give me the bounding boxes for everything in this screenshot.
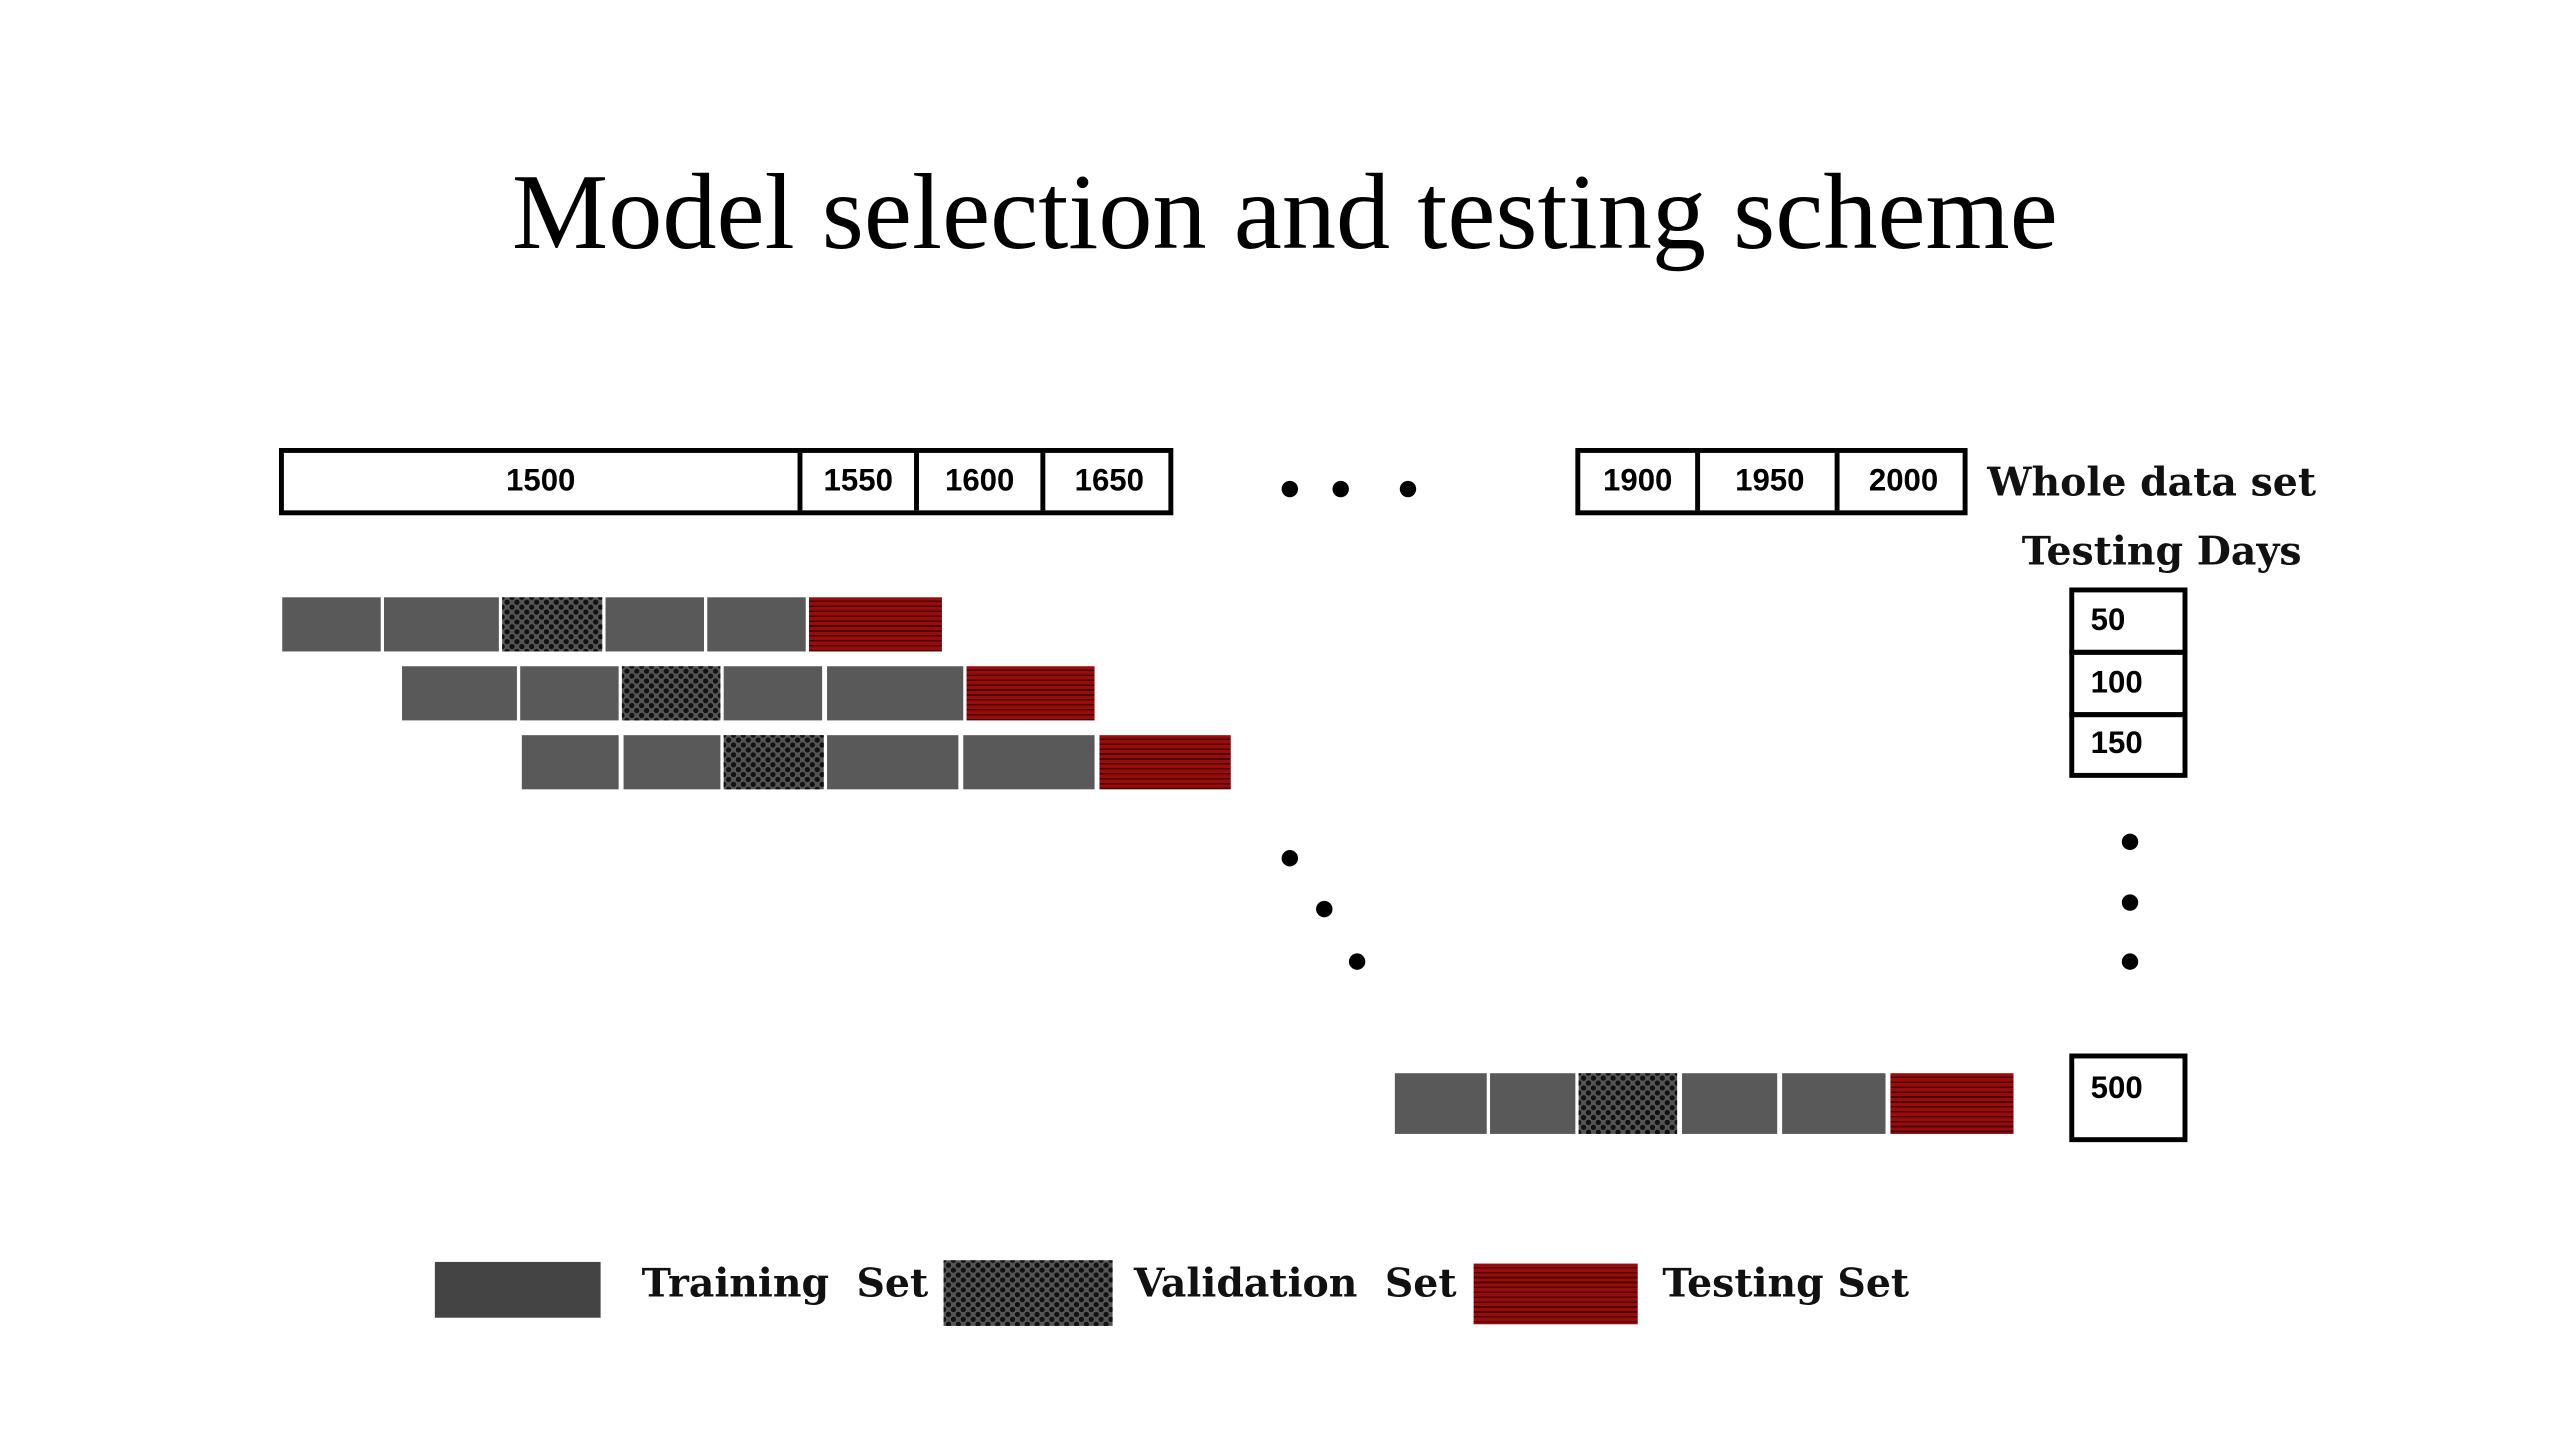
ellipsis-dot [1332,480,1349,498]
training-segment [1490,1073,1576,1134]
cell-1950: 1950 [1695,452,1839,511]
cell-1650: 1650 [1040,452,1173,511]
legend-validation-label: Validation Set [1133,1258,1457,1307]
training-segment [1782,1073,1886,1134]
ellipsis-dot [2121,833,2139,851]
testing-segment [1099,735,1231,790]
cell-2000: 2000 [1834,452,1968,511]
training-segment [1682,1073,1778,1134]
whole-data-bar-right: 1900 1950 2000 [1575,447,1968,516]
training-segment [520,666,619,721]
legend-testing-label: Testing Set [1662,1258,1910,1307]
validation-segment [502,597,603,652]
page-title: Model selection and testing scheme [511,152,2058,273]
testing-days-100: 100 [2069,649,2188,718]
training-segment [827,666,964,721]
testing-segment [1890,1073,2014,1134]
training-segment [963,735,1095,790]
whole-data-set-label: Whole data set [1987,457,2317,506]
training-segment [383,597,499,652]
training-segment [402,666,517,721]
validation-segment [723,735,824,790]
ellipsis-dot [1399,480,1417,498]
training-segment [1394,1073,1487,1134]
testing-days-150: 150 [2069,712,2188,778]
legend-training-swatch [434,1261,601,1318]
ellipsis-dot [1281,480,1299,498]
testing-days-500: 500 [2069,1053,2188,1143]
whole-data-bar-left: 1500 1550 1600 1650 [278,447,1174,516]
training-segment [707,597,806,652]
cell-1500: 1500 [506,463,576,499]
testing-segment [809,597,942,652]
ellipsis-dot [2121,953,2139,970]
training-segment [282,597,381,652]
cell-1900: 1900 [1603,463,1673,499]
training-segment [605,597,704,652]
testing-days-label: Testing Days [2021,526,2302,575]
testing-segment [966,666,1095,721]
training-segment [623,735,721,790]
legend-validation-swatch [943,1260,1113,1326]
cell-1550: 1550 [797,452,915,511]
ellipsis-dot [1316,900,1333,918]
legend-training-label: Training Set [641,1258,929,1307]
ellipsis-dot [1281,850,1299,867]
ellipsis-dot [2121,894,2139,911]
training-segment [521,735,619,790]
validation-segment [621,666,721,721]
validation-segment [1578,1073,1678,1134]
ellipsis-dot [1348,953,1366,970]
cell-1600: 1600 [914,452,1040,511]
training-segment [827,735,959,790]
training-segment [723,666,823,721]
legend-testing-swatch [1473,1263,1638,1325]
testing-days-50: 50 [2069,587,2188,655]
